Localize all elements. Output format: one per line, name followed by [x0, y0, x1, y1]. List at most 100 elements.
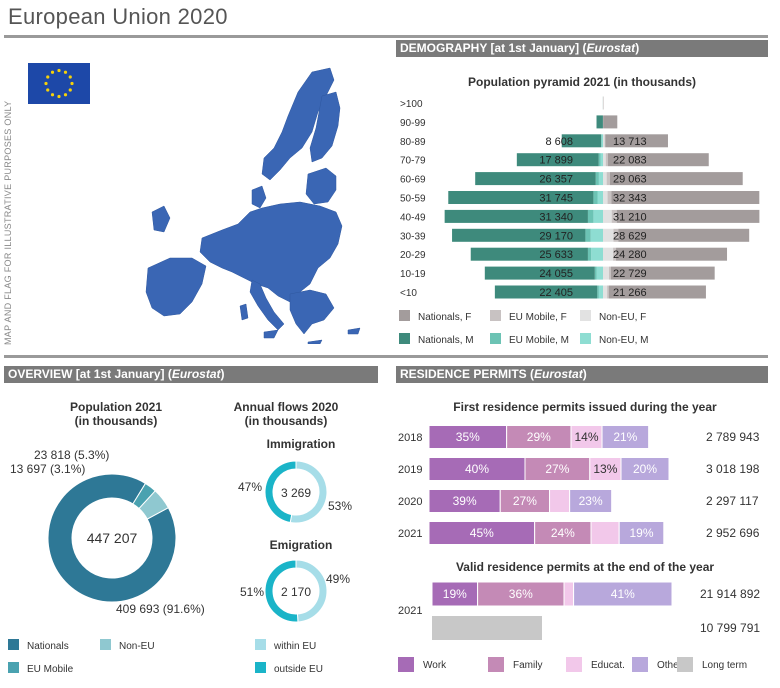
pyramid-legend-label: Nationals, M: [418, 335, 474, 346]
pyramid-bar-male: [598, 153, 601, 167]
overview-header-label: OVERVIEW [at 1st January] (: [8, 367, 172, 381]
population-legend-swatch: [8, 639, 19, 650]
valid-permits-segment: [477, 581, 565, 607]
permits-segment-label: 40%: [465, 462, 489, 476]
permits-legend-swatch: [632, 657, 648, 672]
map-disclaimer: MAP AND FLAG FOR ILLUSTRATIVE PURPOSES O…: [3, 100, 13, 345]
map-denmark: [251, 185, 267, 209]
permits-segment-label: 24%: [551, 526, 575, 540]
pyramid-age-label: 80-89: [400, 137, 426, 148]
demography-header-label: DEMOGRAPHY [at 1st January] (: [400, 41, 587, 55]
residence-permits-chart: 2018 35% 29% 14% 21% 2 789 943 2019 40% 27% 13% 20…: [398, 425, 760, 672]
title-divider: [4, 35, 768, 38]
eu-flag-image: [28, 63, 90, 104]
permits-legend-swatch: [488, 657, 504, 672]
immigration-outside-label: 47%: [238, 480, 262, 494]
flag-stars: [44, 68, 74, 99]
permits-header-close: ): [582, 367, 587, 381]
permits-total-label: 2 789 943: [706, 430, 760, 444]
valid-permits-total-label: 21 914 892: [700, 587, 760, 601]
pyramid-bar-male: [596, 115, 603, 129]
immigration-within-label: 53%: [328, 499, 352, 513]
permits-legend-label: Work: [423, 660, 447, 671]
pyramid-bar-male: [470, 247, 588, 261]
permits-segment-label: 39%: [453, 494, 477, 508]
pyramid-bar-female: [603, 209, 612, 223]
pyramid-age-label: 60-69: [400, 175, 426, 186]
pyramid-value-label-f: 21 266: [613, 287, 647, 299]
flows-legend-swatch: [255, 662, 266, 673]
pyramid-legend-label: Nationals, F: [418, 312, 471, 323]
pyramid-age-label: 20-29: [400, 250, 426, 261]
pyramid-bar-male: [448, 191, 594, 204]
emigration-donut-slice: [264, 559, 299, 623]
pyramid-legend-swatch: [399, 310, 410, 321]
pyramid-bar-female: [613, 228, 619, 242]
valid-permits-segment-label: 36%: [509, 587, 533, 601]
pyramid-bar-male: [598, 285, 603, 299]
permits-year-label: 2018: [398, 432, 422, 444]
pyramid-bar-male: [601, 134, 602, 148]
pyramid-legend-swatch: [490, 333, 501, 344]
pyramid-bar-male: [444, 209, 588, 223]
pyramid-legend-label: EU Mobile, M: [509, 335, 569, 346]
emigration-within-label: 49%: [326, 572, 350, 586]
pyramid-legend-swatch: [580, 310, 591, 321]
pyramid-bar-female: [604, 134, 606, 148]
pyramid-bar-male: [594, 266, 597, 280]
pyramid-bar-male: [591, 247, 603, 261]
permits-segment-label: 27%: [545, 462, 569, 476]
permits-legend-label: Other: [657, 660, 683, 671]
pyramid-value-label-f: 28 629: [613, 230, 647, 242]
permits-segment-label: 35%: [456, 430, 480, 444]
flows-legend-label: within EU: [273, 641, 316, 652]
population-donut-slice: [138, 490, 170, 520]
overview-header: OVERVIEW [at 1st January] (Eurostat): [4, 366, 378, 383]
map-crete: [307, 339, 323, 344]
pyramid-legend-swatch: [399, 333, 410, 344]
immigration-total-label: 3 269: [281, 486, 311, 500]
pyramid-bar-female: [607, 285, 609, 299]
map-iberia: [145, 257, 207, 317]
population-legend-label: EU Mobile: [27, 664, 74, 675]
emigration-outside-label: 51%: [240, 585, 264, 599]
overview-charts: 447 207 409 693 (91.6%) 13 697 (3.1%)23 81…: [8, 448, 352, 675]
demography-header: DEMOGRAPHY [at 1st January] (Eurostat): [396, 40, 768, 57]
pyramid-bar-female: [607, 191, 612, 204]
pyramid-bar-female: [603, 228, 614, 242]
pyramid-age-label: 70-79: [400, 156, 426, 167]
permits-segment-label: 13%: [593, 462, 617, 476]
population-donut-title: Population 2021 (in thousands): [36, 400, 196, 428]
page-title: European Union 2020: [8, 4, 228, 29]
permits-total-label: 2 297 117: [706, 494, 759, 508]
permits-segment-label: 45%: [470, 526, 494, 540]
permits-segment: [569, 489, 613, 513]
pyramid-age-label: 40-49: [400, 212, 426, 223]
immigration-donut-slice: [264, 460, 297, 524]
pyramid-title: Population pyramid 2021 (in thousands): [468, 75, 696, 89]
flag-star: [46, 88, 50, 92]
flag-star: [46, 75, 50, 79]
pyramid-bar-female: [609, 172, 743, 186]
map-italy: [249, 279, 285, 331]
long-term-total-label: 10 799 791: [700, 621, 760, 635]
pyramid-bar-male: [585, 228, 591, 242]
pyramid-bar-female: [605, 153, 608, 167]
population-legend-swatch: [8, 662, 19, 673]
pyramid-bar-male: [593, 209, 603, 223]
map-balkans: [289, 289, 335, 335]
emigration-total-label: 2 170: [281, 585, 311, 599]
pyramid-bar-male: [590, 228, 603, 242]
pyramid-value-label-m: 22 405: [539, 287, 573, 299]
permits-segment-label: 19%: [629, 526, 653, 540]
population-donut-title-line1: Population 2021: [69, 400, 163, 414]
overview-source: Eurostat: [171, 367, 221, 381]
mid-divider: [4, 355, 768, 358]
pyramid-value-label-f: 31 210: [613, 211, 647, 223]
pyramid-bar-female: [603, 115, 618, 129]
permits-segment-label: 14%: [574, 430, 598, 444]
flows-title-line1: Annual flows 2020: [233, 400, 339, 414]
valid-permits-segment: [431, 581, 479, 607]
permits-total-label: 2 952 696: [706, 526, 760, 540]
pyramid-legend-label: Non-EU, M: [599, 335, 648, 346]
